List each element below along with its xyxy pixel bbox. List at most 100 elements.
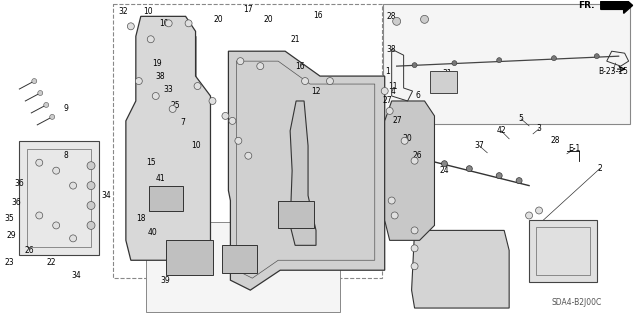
Text: 29: 29 bbox=[6, 231, 16, 240]
Text: 12: 12 bbox=[311, 86, 321, 95]
Circle shape bbox=[222, 112, 229, 119]
Text: 27: 27 bbox=[393, 116, 403, 125]
Circle shape bbox=[235, 137, 242, 144]
Circle shape bbox=[87, 221, 95, 229]
Bar bbox=[278, 201, 314, 228]
Text: 23: 23 bbox=[4, 258, 14, 267]
Text: B-23-15: B-23-15 bbox=[598, 67, 628, 76]
Circle shape bbox=[165, 20, 172, 27]
Circle shape bbox=[412, 63, 417, 68]
Text: 35: 35 bbox=[4, 214, 14, 223]
Text: 10: 10 bbox=[191, 141, 200, 150]
Circle shape bbox=[393, 17, 401, 25]
Circle shape bbox=[411, 157, 418, 164]
Text: 27: 27 bbox=[383, 96, 392, 106]
Text: 6: 6 bbox=[415, 92, 420, 100]
Circle shape bbox=[391, 212, 398, 219]
Circle shape bbox=[381, 87, 388, 94]
Text: 32: 32 bbox=[118, 7, 128, 16]
Bar bbox=[166, 240, 214, 275]
Circle shape bbox=[50, 115, 54, 119]
Text: 28: 28 bbox=[550, 136, 560, 145]
Text: 37: 37 bbox=[474, 141, 484, 150]
Circle shape bbox=[87, 182, 95, 189]
Bar bbox=[529, 220, 596, 282]
Circle shape bbox=[169, 106, 176, 112]
Text: 34: 34 bbox=[101, 191, 111, 200]
Text: 36: 36 bbox=[12, 198, 21, 207]
Circle shape bbox=[401, 137, 408, 144]
Text: 1: 1 bbox=[385, 67, 390, 76]
Text: 16: 16 bbox=[313, 11, 323, 20]
Text: 16: 16 bbox=[295, 62, 305, 70]
Text: 9: 9 bbox=[64, 104, 68, 114]
Text: 41: 41 bbox=[156, 174, 166, 183]
Polygon shape bbox=[412, 230, 509, 308]
Bar bbox=[223, 245, 257, 273]
Circle shape bbox=[185, 20, 192, 27]
Text: FR.: FR. bbox=[579, 1, 595, 10]
Text: 17: 17 bbox=[243, 5, 253, 14]
Text: 39: 39 bbox=[161, 276, 171, 285]
Circle shape bbox=[496, 173, 502, 179]
Circle shape bbox=[245, 152, 252, 159]
Text: 2: 2 bbox=[597, 164, 602, 173]
Text: 5: 5 bbox=[518, 115, 524, 123]
Circle shape bbox=[411, 227, 418, 234]
Polygon shape bbox=[385, 101, 435, 240]
Bar bbox=[429, 71, 458, 93]
Circle shape bbox=[595, 54, 599, 59]
Circle shape bbox=[536, 207, 543, 214]
Circle shape bbox=[209, 98, 216, 104]
Text: 25: 25 bbox=[171, 101, 180, 110]
Text: 20: 20 bbox=[264, 15, 273, 24]
Circle shape bbox=[442, 161, 447, 167]
Circle shape bbox=[44, 102, 49, 108]
Circle shape bbox=[552, 56, 556, 61]
Circle shape bbox=[452, 61, 457, 66]
Circle shape bbox=[70, 235, 77, 242]
Circle shape bbox=[127, 23, 134, 30]
Bar bbox=[148, 186, 182, 211]
Text: E-1: E-1 bbox=[569, 144, 581, 153]
Circle shape bbox=[411, 245, 418, 252]
Text: 10: 10 bbox=[143, 7, 152, 16]
Circle shape bbox=[70, 182, 77, 189]
Text: SDA4-B2J00C: SDA4-B2J00C bbox=[552, 298, 602, 307]
Circle shape bbox=[229, 117, 236, 124]
Text: 20: 20 bbox=[214, 15, 223, 24]
Circle shape bbox=[257, 63, 264, 70]
Text: 42: 42 bbox=[497, 126, 506, 135]
Polygon shape bbox=[290, 101, 316, 245]
Text: 8: 8 bbox=[64, 151, 68, 160]
Text: 31: 31 bbox=[443, 69, 452, 78]
Circle shape bbox=[301, 78, 308, 85]
Circle shape bbox=[147, 36, 154, 43]
Circle shape bbox=[516, 178, 522, 184]
Circle shape bbox=[135, 78, 142, 85]
Text: 26: 26 bbox=[413, 151, 422, 160]
Text: 24: 24 bbox=[440, 166, 449, 175]
Circle shape bbox=[237, 58, 244, 65]
Polygon shape bbox=[126, 16, 211, 260]
Polygon shape bbox=[228, 51, 385, 290]
Text: 10: 10 bbox=[159, 19, 168, 28]
Circle shape bbox=[152, 93, 159, 100]
Circle shape bbox=[52, 167, 60, 174]
Circle shape bbox=[497, 58, 502, 63]
Circle shape bbox=[38, 91, 43, 95]
Text: 36: 36 bbox=[15, 179, 24, 188]
Circle shape bbox=[411, 263, 418, 270]
Text: 18: 18 bbox=[136, 214, 145, 223]
Text: 22: 22 bbox=[47, 258, 56, 267]
Text: 38: 38 bbox=[156, 71, 166, 81]
Circle shape bbox=[36, 212, 43, 219]
Text: 15: 15 bbox=[146, 158, 156, 167]
Circle shape bbox=[388, 197, 395, 204]
Bar bbox=[146, 222, 340, 312]
Text: 28: 28 bbox=[387, 12, 396, 21]
Circle shape bbox=[525, 212, 532, 219]
Text: 11: 11 bbox=[388, 82, 397, 91]
Text: 4: 4 bbox=[390, 86, 395, 95]
Polygon shape bbox=[19, 141, 99, 255]
